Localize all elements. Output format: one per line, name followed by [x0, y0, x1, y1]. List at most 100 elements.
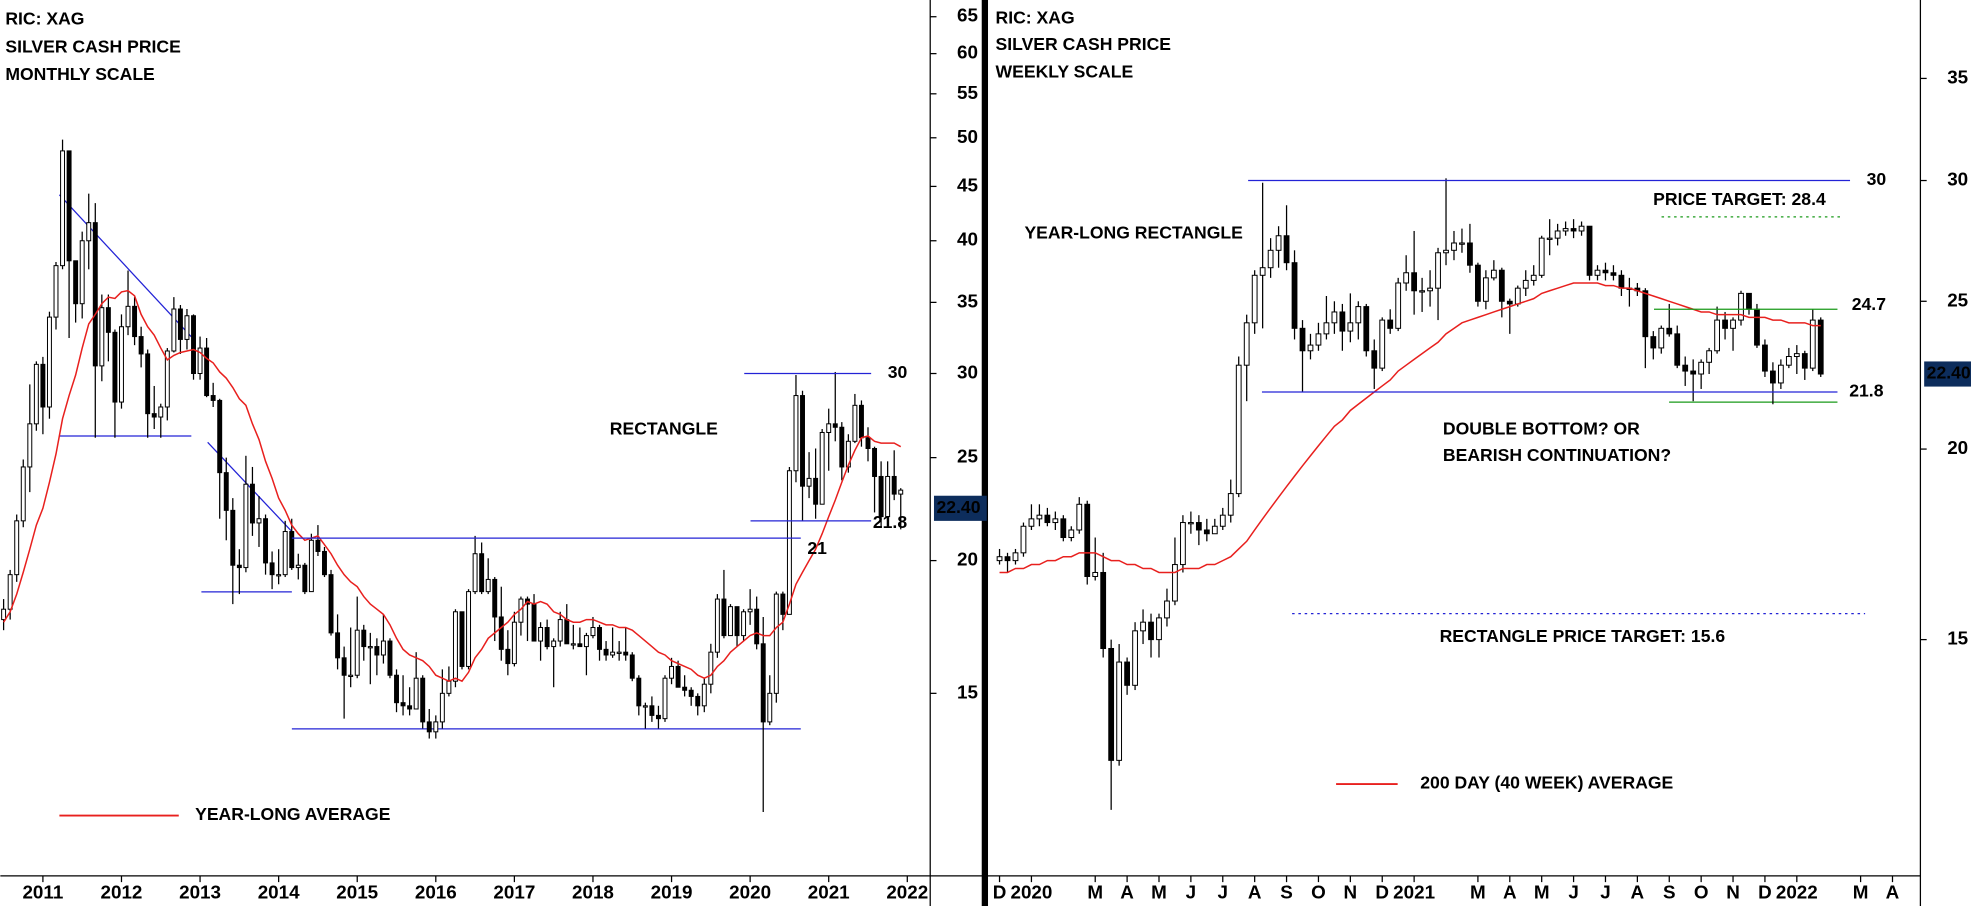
candle-body [86, 222, 92, 242]
candle-body [1180, 522, 1186, 566]
candle-body [1140, 621, 1146, 632]
x-tick-label: N [1344, 881, 1358, 902]
candle-body [511, 621, 517, 665]
candle-body [1052, 518, 1059, 524]
candle-body [544, 627, 550, 648]
candle-body [760, 643, 766, 723]
candle-body [623, 651, 629, 656]
candle-body [33, 363, 39, 425]
candle-body [171, 308, 177, 352]
candle-body [1490, 269, 1497, 279]
candle-body [1020, 525, 1027, 554]
candle-body [577, 643, 583, 648]
candle-body [367, 646, 373, 649]
candle-body [728, 606, 733, 637]
candle-body [813, 477, 819, 505]
candle-body [145, 353, 151, 415]
y-tick-label: 40 [957, 229, 978, 250]
x-tick-label: 2021 [1393, 881, 1435, 902]
x-tick-label: M [1853, 881, 1869, 902]
candle-body [7, 574, 13, 610]
last-price-label: 22.40 [936, 497, 980, 517]
x-tick-label: 2016 [415, 881, 457, 902]
candle-body [1291, 262, 1298, 329]
candle-body [1777, 364, 1784, 384]
candle-body [1028, 518, 1035, 527]
candle-body [610, 651, 616, 656]
x-tick-label: 2020 [729, 881, 771, 902]
candle-body [505, 648, 511, 665]
panel-divider [981, 0, 989, 906]
candle-body [747, 608, 753, 613]
legend-label: 200 DAY (40 WEEK) AVERAGE [1420, 773, 1673, 793]
chart-title: RIC: XAG [5, 9, 84, 29]
candle-body [701, 683, 707, 707]
candle-body [341, 657, 347, 676]
candle-body [14, 520, 20, 576]
x-tick-label: M [1151, 881, 1167, 902]
level-label: PRICE TARGET: 28.4 [1653, 189, 1826, 209]
plot-area [996, 178, 1824, 810]
candle-body [1235, 364, 1242, 495]
candle-body [119, 326, 124, 403]
candle-body [485, 578, 491, 593]
candle-body [675, 665, 681, 688]
candle-body [1475, 264, 1481, 302]
candle-body [210, 395, 216, 401]
candle-body [688, 689, 694, 697]
candle-body [1203, 529, 1210, 535]
candle-body [1132, 630, 1138, 686]
candle-body [1642, 290, 1649, 338]
candle-body [191, 315, 196, 375]
y-tick-label: 20 [957, 549, 978, 570]
chart-title: SILVER CASH PRICE [5, 36, 181, 56]
x-tick-label: D [1375, 881, 1389, 902]
candle-body [1443, 249, 1449, 254]
candle-body [1770, 370, 1776, 384]
y-tick-label: 30 [957, 361, 978, 382]
candle-body [1650, 336, 1657, 349]
candle-body [1251, 274, 1258, 324]
candle-body [1594, 269, 1601, 276]
candle-body [1060, 518, 1067, 539]
x-tick-label: D [1758, 881, 1772, 902]
candle-body [1578, 225, 1585, 232]
candle-body [1, 608, 7, 621]
y-tick-label: 25 [1947, 289, 1968, 310]
candle-body [570, 643, 576, 646]
candle-body [204, 347, 210, 397]
candle-body [223, 472, 229, 511]
candle-body [354, 629, 360, 676]
candle-body [1514, 287, 1521, 305]
candle-body [996, 556, 1003, 562]
candle-body [1522, 279, 1529, 289]
last-price-box [933, 495, 987, 521]
last-price-label: 22.40 [1927, 363, 1971, 383]
x-tick-label: A [1120, 881, 1134, 902]
candle-body [564, 619, 570, 645]
candle-body [1610, 272, 1617, 276]
chart-title: RIC: XAG [996, 7, 1075, 27]
candle-body [793, 395, 799, 472]
candle-body [1674, 333, 1681, 366]
candle-body [1467, 242, 1473, 266]
chart-title: MONTHLY SCALE [5, 64, 155, 84]
candle-body [1817, 319, 1824, 375]
candle-body [1554, 230, 1561, 239]
candle-body [1658, 327, 1665, 349]
x-tick-label: 2018 [572, 881, 614, 902]
candle-body [40, 363, 46, 408]
candle-body [177, 308, 183, 340]
x-tick-label: 2021 [808, 881, 850, 902]
candle-body [872, 447, 878, 477]
candle-body [1187, 522, 1194, 525]
candle-body [1156, 617, 1162, 641]
candle-body [1036, 514, 1043, 520]
candle-body [53, 265, 59, 318]
chart-title: WEEKLY SCALE [996, 62, 1134, 82]
candle-body [197, 347, 203, 375]
level-label: 30 [888, 362, 908, 382]
y-tick-label: 55 [957, 82, 978, 103]
x-tick-label: 2012 [101, 881, 143, 902]
candle-body [1211, 525, 1218, 535]
